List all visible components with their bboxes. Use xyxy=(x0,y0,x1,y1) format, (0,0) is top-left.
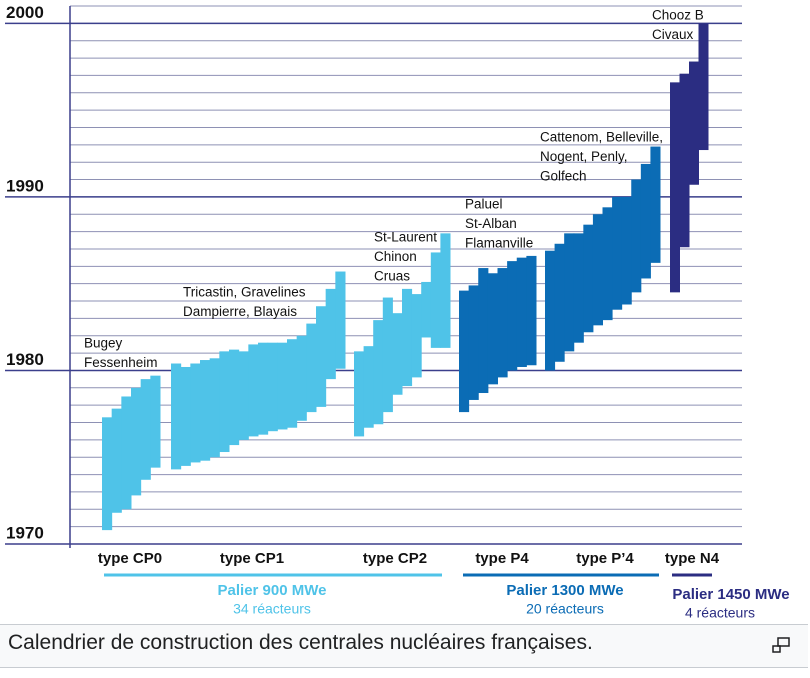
bar xyxy=(421,281,432,338)
bar xyxy=(150,375,161,468)
bar xyxy=(335,271,346,369)
annotation: St-Laurent xyxy=(374,230,437,245)
bar xyxy=(111,408,122,513)
bar xyxy=(411,294,422,378)
group-label: type P’4 xyxy=(576,550,634,567)
bar xyxy=(238,351,249,440)
bar xyxy=(459,290,470,413)
bar xyxy=(200,360,211,461)
annotation: Chinon xyxy=(374,249,417,264)
bar xyxy=(650,146,661,263)
bar xyxy=(478,268,489,394)
bar xyxy=(564,233,575,352)
annotation: Cattenom, Belleville, xyxy=(540,130,663,145)
bar xyxy=(468,285,479,400)
chart: 1970 1980 1990 2000 type CP0 type CP1 type CP2… xyxy=(5,3,790,621)
group-label: type P4 xyxy=(475,550,529,567)
palier-label: Palier 1450 MWe xyxy=(672,586,789,603)
bar xyxy=(526,255,537,366)
annotation: Flamanville xyxy=(465,236,533,251)
bar xyxy=(219,351,230,453)
bar xyxy=(373,320,384,425)
group-label: type CP0 xyxy=(98,550,162,567)
bar xyxy=(621,196,632,305)
bar xyxy=(592,214,603,326)
bar xyxy=(583,224,594,333)
bar xyxy=(248,344,259,437)
bar xyxy=(209,358,220,458)
bar xyxy=(306,323,317,413)
bar xyxy=(277,342,288,430)
y-tick-label: 1990 xyxy=(6,176,44,195)
bar xyxy=(487,273,498,385)
bar xyxy=(287,339,298,428)
annotation: Cruas xyxy=(374,269,410,284)
bar xyxy=(296,335,307,421)
palier-count: 34 réacteurs xyxy=(233,601,311,617)
group-label: type CP2 xyxy=(363,550,427,567)
bar xyxy=(440,233,451,348)
bar xyxy=(180,366,191,466)
bar xyxy=(670,82,680,293)
bar xyxy=(382,297,393,413)
bar xyxy=(497,268,508,378)
bar xyxy=(679,73,690,248)
caption: Calendrier de construction des centrales… xyxy=(8,631,593,654)
annotation: Tricastin, Gravelines xyxy=(183,285,306,300)
y-tick-label: 2000 xyxy=(6,3,44,22)
bar xyxy=(102,417,113,531)
bar xyxy=(229,349,240,446)
bar xyxy=(507,261,518,371)
bar xyxy=(631,179,642,293)
palier-count: 20 réacteurs xyxy=(526,601,604,617)
bar xyxy=(171,363,182,470)
bar xyxy=(545,250,556,371)
bar xyxy=(430,252,441,348)
annotation: Civaux xyxy=(652,27,694,42)
caption-box: Calendrier de construction des centrales… xyxy=(0,624,808,668)
bar xyxy=(190,363,201,463)
bar xyxy=(267,342,278,432)
bar xyxy=(698,23,709,151)
annotation: St-Alban xyxy=(465,216,517,231)
annotation: Fessenheim xyxy=(84,355,158,370)
y-tick-label: 1980 xyxy=(6,350,44,369)
annotation: Dampierre, Blayais xyxy=(183,304,297,319)
bar xyxy=(316,306,327,407)
palier-label: Palier 1300 MWe xyxy=(506,582,623,599)
bar xyxy=(402,288,413,387)
palier-count: 4 réacteurs xyxy=(685,605,755,621)
bar xyxy=(612,196,623,310)
bar xyxy=(516,257,527,367)
bar xyxy=(363,346,374,428)
annotation: Nogent, Penly, xyxy=(540,149,628,164)
bar xyxy=(392,313,403,395)
bar xyxy=(354,351,365,437)
bar xyxy=(573,233,584,343)
annotation: Paluel xyxy=(465,197,503,212)
group-label: type CP1 xyxy=(220,550,284,567)
bar xyxy=(121,396,132,510)
bar xyxy=(140,379,151,480)
annotation: Golfech xyxy=(540,169,587,184)
palier-label: Palier 900 MWe xyxy=(218,582,327,599)
enlarge-icon[interactable] xyxy=(772,637,790,653)
bar xyxy=(258,342,269,435)
y-tick-label: 1970 xyxy=(6,523,44,542)
annotation: Chooz B xyxy=(652,8,704,23)
bar xyxy=(554,243,565,362)
group-label: type N4 xyxy=(665,550,720,567)
bar xyxy=(689,61,699,185)
annotation: Bugey xyxy=(84,336,123,351)
bar xyxy=(131,387,142,496)
bar xyxy=(325,288,336,380)
bar xyxy=(640,163,651,279)
bar xyxy=(602,207,613,321)
